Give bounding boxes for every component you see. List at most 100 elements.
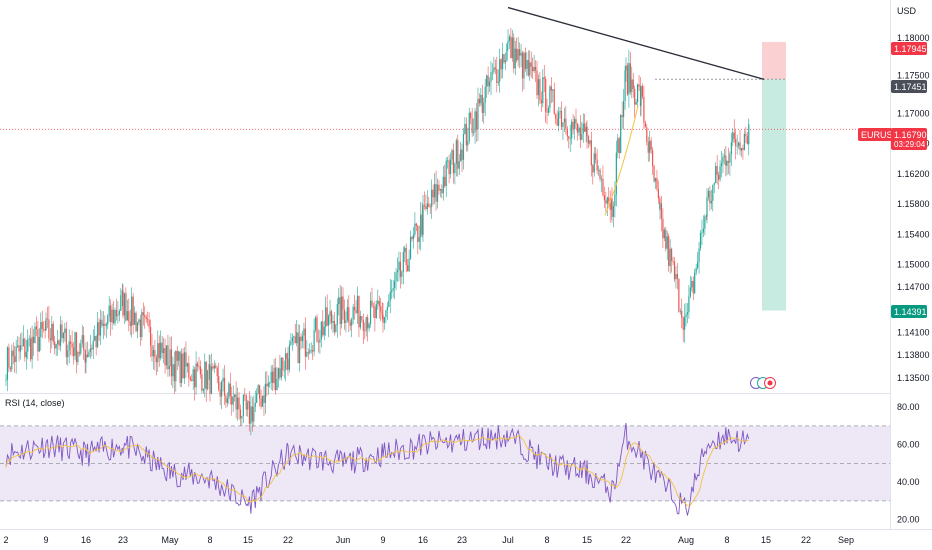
- candle-body: [730, 142, 732, 154]
- candle-body: [578, 127, 580, 133]
- candle-body: [148, 320, 150, 328]
- candle-body: [385, 310, 387, 318]
- candle-body: [556, 118, 558, 126]
- candle-body: [108, 305, 110, 317]
- candle-body: [54, 341, 56, 349]
- candle-body: [572, 121, 574, 129]
- time-tick-label: 16: [418, 535, 428, 545]
- candle-body: [523, 52, 525, 79]
- candle-body: [12, 350, 14, 357]
- candle-body: [107, 316, 109, 325]
- candle-body: [508, 36, 511, 41]
- candle-body: [442, 176, 444, 194]
- price-tick-label: 1.14100: [897, 328, 930, 338]
- candle-body: [117, 314, 119, 317]
- candle-body: [464, 123, 466, 134]
- candle-body: [497, 81, 499, 83]
- candle-body: [354, 306, 356, 311]
- candle-body: [364, 330, 366, 332]
- candle-body: [396, 270, 399, 273]
- candle-body: [618, 138, 620, 154]
- candle-body: [566, 128, 568, 137]
- candle-body: [369, 300, 372, 324]
- candle-body: [43, 328, 45, 330]
- candle-body: [97, 322, 99, 348]
- candle-body: [225, 395, 227, 403]
- candle-body: [429, 206, 431, 208]
- candle-body: [409, 236, 412, 259]
- candle-body: [494, 67, 496, 70]
- candle-body: [733, 132, 735, 139]
- candle-body: [178, 351, 180, 361]
- economic-events-icon[interactable]: [750, 377, 776, 389]
- candle-body: [719, 166, 721, 180]
- candle-body: [338, 297, 340, 305]
- candle-body: [239, 409, 242, 419]
- candle-body: [615, 152, 617, 195]
- support-curve-drawing[interactable]: [604, 105, 639, 216]
- candle-body: [425, 206, 427, 209]
- candle-body: [77, 352, 79, 363]
- candle-body: [562, 122, 564, 127]
- take-profit-zone[interactable]: [762, 79, 786, 311]
- candle-body: [732, 132, 734, 143]
- candle-body: [332, 320, 334, 323]
- candle-body: [185, 352, 187, 367]
- candle-body: [34, 326, 36, 344]
- stop-price-badge: 1.17945: [891, 42, 927, 55]
- candle-body: [125, 293, 127, 321]
- candle-body: [517, 49, 519, 61]
- candle-body: [486, 75, 488, 87]
- candle-body: [620, 115, 622, 154]
- candle-body: [402, 252, 404, 272]
- candle-body: [121, 290, 123, 296]
- candle-body: [484, 86, 486, 103]
- candle-body: [341, 296, 343, 324]
- candle-body: [669, 248, 671, 267]
- candle-body: [524, 52, 526, 69]
- candle-body: [205, 361, 207, 390]
- candle-body: [35, 326, 38, 330]
- trendline-drawing[interactable]: [507, 6, 765, 81]
- candle-body: [705, 216, 707, 218]
- symbol-label: EURUSD: [861, 130, 900, 140]
- time-tick-label: Sep: [838, 535, 854, 545]
- rsi-moving-average-line: [5, 434, 749, 507]
- candle-body: [563, 118, 565, 123]
- candle-body: [70, 341, 72, 344]
- candle-body: [635, 102, 637, 105]
- candle-body: [152, 350, 155, 357]
- candle-body: [606, 197, 608, 204]
- candle-body: [623, 100, 625, 118]
- candle-body: [614, 194, 616, 206]
- candle-body: [120, 295, 122, 311]
- rsi-axis[interactable]: 80.00 60.00 40.00 20.00: [897, 402, 920, 525]
- candle-body: [718, 174, 720, 180]
- candle-body: [678, 278, 680, 312]
- candle-body: [226, 398, 228, 403]
- candle-body: [503, 54, 505, 63]
- candle-body: [660, 203, 663, 219]
- candle-body: [663, 229, 665, 239]
- candle-body: [215, 365, 217, 369]
- time-axis[interactable]: 2 9 16 23 May 8 15 22 Jun 9 16 23 Jul 8 15 22 Aug 8 15 22 Se…: [3, 535, 854, 545]
- candle-body: [710, 200, 712, 204]
- price-tick-label: 1.13500: [897, 373, 930, 383]
- candle-body: [436, 184, 439, 202]
- candle-body: [17, 345, 19, 347]
- candle-body: [712, 184, 714, 201]
- candle-body: [195, 363, 197, 388]
- rsi-line: [5, 422, 750, 516]
- candle-body: [309, 350, 311, 353]
- candle-body: [745, 134, 747, 136]
- candle-body: [349, 322, 351, 326]
- stop-loss-zone[interactable]: [762, 41, 786, 80]
- candle-body: [510, 36, 512, 59]
- candle-body: [355, 310, 357, 313]
- candle-body: [665, 229, 667, 249]
- candle-body: [537, 79, 540, 96]
- candle-body: [329, 311, 331, 316]
- candle-body: [371, 300, 373, 306]
- candle-body: [516, 48, 518, 61]
- candle-body: [720, 163, 723, 167]
